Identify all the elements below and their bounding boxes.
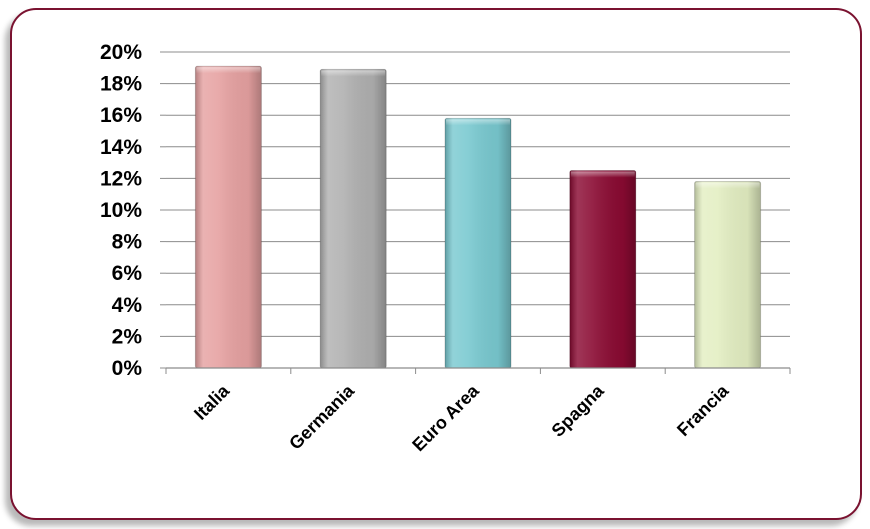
bar-shading (320, 69, 387, 368)
y-tick-label: 18% (100, 73, 142, 96)
bar-highlight (695, 182, 760, 189)
y-tick-label: 6% (112, 262, 143, 285)
y-tick-label: 8% (112, 231, 143, 254)
x-axis (165, 367, 791, 374)
bar-spagna (569, 170, 637, 369)
x-category-label: Italia (190, 380, 234, 424)
bar-highlight (446, 119, 510, 126)
x-category-label: Spagna (548, 380, 609, 441)
x-category-label: Germania (285, 380, 359, 454)
y-tick-label: 4% (112, 294, 143, 317)
y-tick-label: 20% (100, 41, 142, 64)
y-tick-label: 14% (100, 136, 142, 159)
y-axis-tick-labels: 0% 2% 4% 6% 8% 10% 12% 14% 16% 18% 20% (100, 41, 166, 380)
x-category-label: Francia (673, 380, 733, 440)
x-axis-category-labels: Italia Germania Euro Area Spagna Francia (190, 380, 733, 455)
y-tick-label: 16% (100, 104, 142, 127)
y-tick-label: 12% (100, 167, 142, 190)
x-category-label: Euro Area (408, 380, 483, 455)
y-tick-label: 10% (100, 199, 142, 222)
bar-italia (194, 65, 262, 369)
bar-francia (694, 181, 762, 369)
bar-highlight (196, 67, 261, 74)
bar-shading (569, 170, 636, 368)
bar-shading (445, 118, 511, 368)
bar-shading (694, 181, 761, 368)
bar-shading (195, 66, 262, 368)
y-tick-label: 2% (112, 325, 143, 348)
bar-highlight (321, 70, 386, 77)
gridlines (166, 51, 790, 337)
y-tick-label: 0% (112, 357, 143, 380)
bar-germania (319, 68, 387, 369)
bars (194, 65, 762, 369)
bar-euro-area (444, 117, 512, 369)
bar-highlight (570, 171, 635, 178)
